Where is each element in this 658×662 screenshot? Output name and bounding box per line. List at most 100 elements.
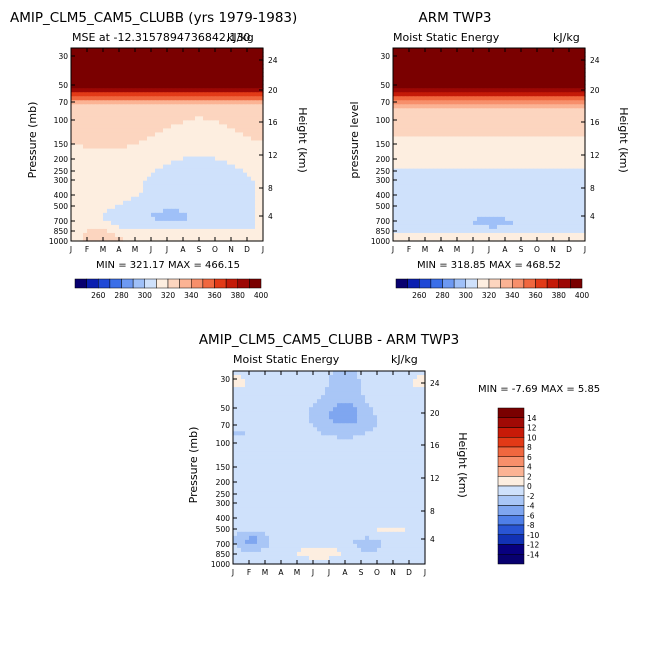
field-cell — [167, 68, 172, 73]
y-tick-label: 250 — [54, 167, 69, 176]
field-cell — [453, 80, 458, 85]
field-cell — [235, 60, 240, 65]
field-cell — [385, 371, 390, 376]
field-cell — [235, 189, 240, 194]
field-cell — [243, 120, 248, 125]
field-cell — [561, 181, 566, 186]
field-cell — [481, 233, 486, 238]
field-cell — [473, 177, 478, 182]
field-cell — [481, 157, 486, 162]
field-cell — [437, 193, 442, 198]
field-cell — [497, 116, 502, 121]
field-cell — [485, 52, 490, 57]
field-cell — [171, 213, 176, 218]
field-cell — [199, 80, 204, 85]
field-cell — [251, 120, 256, 125]
field-cell — [513, 189, 518, 194]
field-cell — [135, 52, 140, 57]
field-cell — [239, 217, 244, 222]
field-cell — [377, 375, 382, 380]
field-cell — [75, 128, 80, 133]
field-cell — [199, 197, 204, 202]
field-cell — [489, 52, 494, 57]
field-cell — [255, 153, 260, 158]
field-cell — [167, 116, 172, 121]
field-cell — [247, 96, 252, 101]
field-cell — [99, 68, 104, 73]
field-cell — [211, 56, 216, 61]
field-cell — [281, 371, 286, 376]
field-cell — [131, 225, 136, 230]
field-cell — [71, 108, 76, 113]
field-cell — [397, 128, 402, 133]
field-cell — [167, 120, 172, 125]
field-cell — [211, 84, 216, 89]
field-cell — [433, 177, 438, 182]
field-cell — [239, 145, 244, 150]
field-cell — [493, 88, 498, 93]
field-cell — [281, 383, 286, 388]
field-cell — [147, 201, 152, 206]
field-cell — [481, 201, 486, 206]
field-cell — [425, 104, 430, 109]
field-cell — [179, 165, 184, 170]
field-cell — [163, 52, 168, 57]
field-cell — [227, 104, 232, 109]
field-cell — [449, 193, 454, 198]
field-cell — [545, 165, 550, 170]
field-cell — [155, 100, 160, 105]
field-cell — [171, 112, 176, 117]
field-cell — [127, 136, 132, 141]
field-cell — [413, 181, 418, 186]
field-cell — [203, 177, 208, 182]
field-cell — [569, 96, 574, 101]
field-cell — [461, 197, 466, 202]
field-cell — [401, 209, 406, 214]
field-cell — [79, 128, 84, 133]
field-cell — [405, 205, 410, 210]
x-tick-label: J — [69, 245, 72, 254]
field-cell — [421, 116, 426, 121]
field-cell — [533, 181, 538, 186]
field-cell — [577, 88, 582, 93]
field-cell — [533, 177, 538, 182]
field-cell — [569, 112, 574, 117]
field-cell — [191, 48, 196, 53]
field-cell — [191, 80, 196, 85]
field-cell — [155, 108, 160, 113]
field-cell — [457, 116, 462, 121]
field-cell — [211, 157, 216, 162]
field-cell — [187, 205, 192, 210]
field-cell — [401, 96, 406, 101]
colorbar-label: 300 — [138, 291, 153, 300]
field-cell — [449, 112, 454, 117]
field-cell — [517, 149, 522, 154]
field-cell — [557, 96, 562, 101]
field-cell — [111, 68, 116, 73]
field-cell — [159, 213, 164, 218]
field-cell — [163, 76, 168, 81]
field-cell — [243, 92, 248, 97]
field-cell — [219, 104, 224, 109]
field-cell — [247, 72, 252, 77]
field-cell — [473, 136, 478, 141]
field-cell — [237, 383, 242, 388]
field-cell — [561, 233, 566, 238]
field-cell — [95, 80, 100, 85]
field-cell — [429, 185, 434, 190]
field-cell — [529, 157, 534, 162]
field-cell — [505, 120, 510, 125]
field-cell — [481, 56, 486, 61]
field-cell — [171, 124, 176, 129]
field-cell — [453, 185, 458, 190]
field-cell — [393, 201, 398, 206]
field-cell — [477, 177, 482, 182]
field-cell — [127, 88, 132, 93]
field-cell — [493, 189, 498, 194]
field-cell — [517, 84, 522, 89]
field-cell — [123, 217, 128, 222]
field-cell — [187, 60, 192, 65]
field-cell — [525, 84, 530, 89]
field-cell — [457, 80, 462, 85]
field-cell — [175, 193, 180, 198]
